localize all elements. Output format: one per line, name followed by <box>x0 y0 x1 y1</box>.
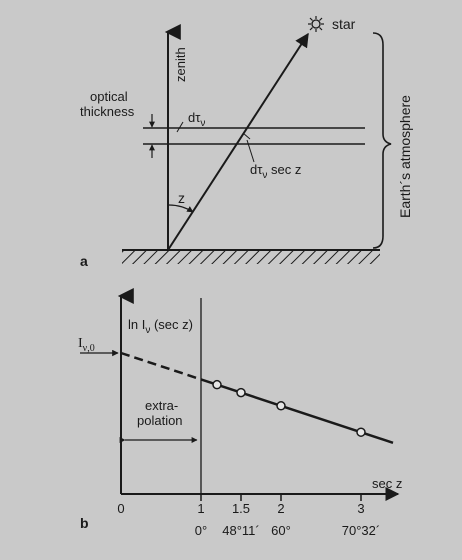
dtau-secz-label: dτν sec z <box>250 162 301 181</box>
dtau-secz-tick <box>242 132 251 140</box>
ground-hatch <box>122 250 380 264</box>
x-tick-label: 1.5 <box>232 501 250 516</box>
x-tick-label: 2 <box>277 501 284 516</box>
star-icon <box>308 16 324 32</box>
zenith-label: zenith <box>173 47 188 82</box>
extrapolated-dashed-line <box>120 351 202 381</box>
atmosphere-brace <box>372 32 392 249</box>
extrapolation-label: extra- polation <box>137 398 183 428</box>
x-axis-label: sec z <box>372 476 402 491</box>
data-points <box>212 379 366 437</box>
star-ray <box>167 32 309 251</box>
star-label: star <box>332 16 356 32</box>
x-tick-label: 3 <box>357 501 364 516</box>
zenith-angle-arc <box>167 204 194 213</box>
panel-b-label: b <box>80 515 89 531</box>
dtau-pointer <box>176 121 184 133</box>
angle-tick-label: 48°11´ <box>222 523 259 538</box>
angle-tick-label: 0° <box>195 523 207 538</box>
panel-b: ln Iν (sec z) Iν,0 extra- polation 0 1 1.5… <box>78 288 402 538</box>
y-axis-label: ln Iν (sec z) <box>128 317 193 336</box>
angle-tick-label: 70°32´ <box>342 523 380 538</box>
dtau-label: dτν <box>188 110 205 129</box>
x-tick-label: 1 <box>197 501 204 516</box>
panel-a-label: a <box>80 253 88 269</box>
zenith-angle-label: z <box>178 190 185 206</box>
x-tick-label: 0 <box>117 501 124 516</box>
intercept-label: Iν,0 <box>78 336 95 354</box>
data-point-1 <box>212 379 222 390</box>
panel-a: zenith optical thickness dτν <box>80 16 413 269</box>
data-point-3 <box>276 401 286 411</box>
x-ticks: 0 1 1.5 2 3 0° 48°11´ 60° 70°32´ <box>117 494 380 538</box>
data-point-2 <box>236 387 246 398</box>
dtau-secz-pointer <box>246 139 255 163</box>
data-point-4 <box>356 427 366 437</box>
optical-thickness-label: optical thickness <box>80 89 135 119</box>
angle-tick-label: 60° <box>271 523 291 538</box>
atmosphere-label: Earth´s atmosphere <box>397 95 413 218</box>
